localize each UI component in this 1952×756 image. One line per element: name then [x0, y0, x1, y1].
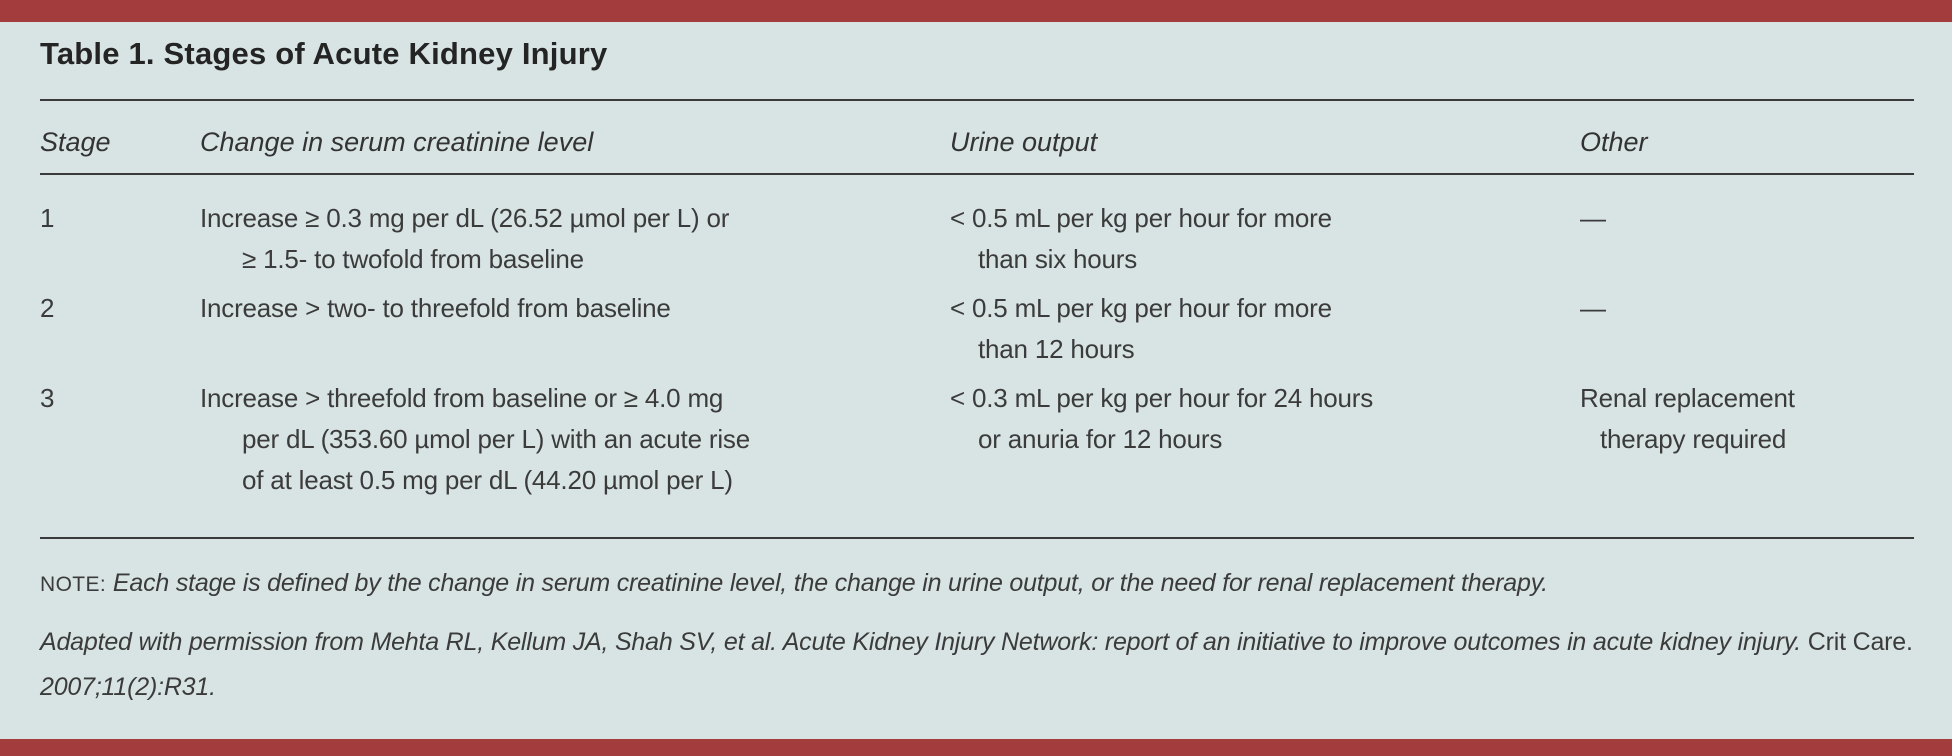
note-text: Each stage is defined by the change in s… — [112, 569, 1548, 597]
cell-urine-output: < 0.5 mL per kg per hour for more than s… — [950, 203, 1332, 274]
stage-number: 2 — [40, 293, 55, 323]
cell-other: — — [1580, 203, 1606, 233]
cell-urine-output: < 0.5 mL per kg per hour for more than 1… — [950, 293, 1332, 364]
cell-stage: 3 — [40, 378, 200, 501]
table-content: Table 1. Stages of Acute Kidney Injury S… — [0, 36, 1952, 710]
col-header-creatinine: Change in serum creatinine level — [200, 127, 594, 157]
cell-stage: 2 — [40, 288, 200, 370]
rule-top — [40, 99, 1914, 101]
cell-creatinine: Increase > two- to threefold from baseli… — [200, 293, 671, 323]
citation-reference: 2007;11(2):R31. — [40, 673, 216, 701]
rule-under-header — [40, 173, 1914, 175]
table-note: NOTE: Each stage is defined by the chang… — [40, 569, 1914, 598]
cell-other: Renal replacement therapy required — [1580, 383, 1795, 454]
table-title: Table 1. Stages of Acute Kidney Injury — [40, 36, 608, 71]
cell-other: — — [1580, 293, 1606, 323]
col-header-urine-output: Urine output — [950, 127, 1098, 157]
cell-stage: 1 — [40, 198, 200, 280]
top-red-bar — [0, 0, 1952, 22]
cell-creatinine: Increase ≥ 0.3 mg per dL (26.52 µmol per… — [200, 203, 730, 274]
table-citation: Adapted with permission from Mehta RL, K… — [40, 620, 1914, 710]
table-header-row: Stage Change in serum creatinine level U… — [40, 101, 1914, 173]
cell-urine-output: < 0.3 mL per kg per hour for 24 hours or… — [950, 383, 1374, 454]
bottom-red-bar — [0, 739, 1952, 756]
col-header-other: Other — [1580, 127, 1648, 157]
table-row-stage-1: 1 Increase ≥ 0.3 mg per dL (26.52 µmol p… — [40, 198, 1914, 280]
rule-bottom — [40, 537, 1914, 539]
citation-text: Adapted with permission from Mehta RL, K… — [40, 628, 1808, 656]
citation-journal-name: Crit Care. — [1807, 628, 1913, 656]
cell-creatinine: Increase > threefold from baseline or ≥ … — [200, 383, 750, 495]
col-header-stage: Stage — [40, 127, 111, 157]
note-label: NOTE: — [40, 573, 107, 596]
table-body: 1 Increase ≥ 0.3 mg per dL (26.52 µmol p… — [40, 175, 1914, 537]
stage-number: 3 — [40, 383, 55, 413]
table-row-stage-2: 2 Increase > two- to threefold from base… — [40, 288, 1914, 370]
table-row-stage-3: 3 Increase > threefold from baseline or … — [40, 378, 1914, 501]
stage-number: 1 — [40, 203, 55, 233]
